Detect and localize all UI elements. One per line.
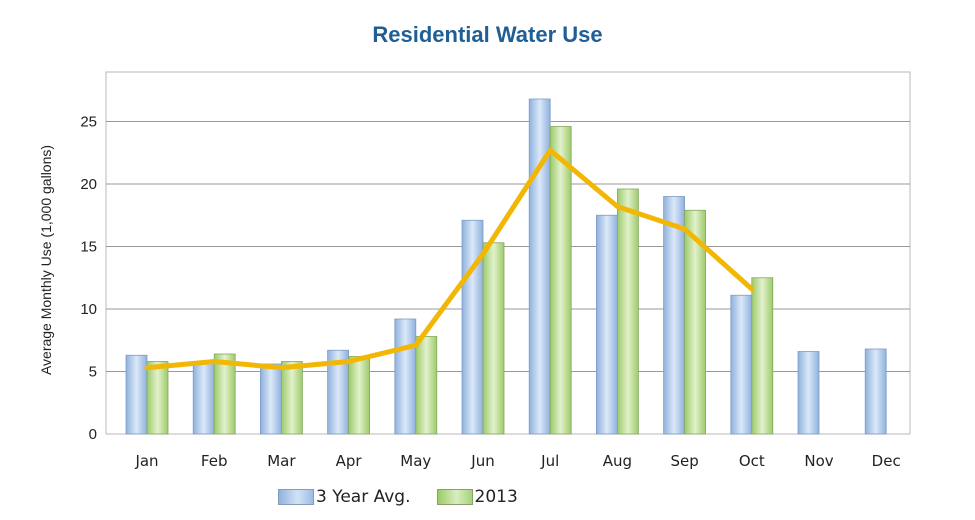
x-tick-label-nov: Nov: [804, 452, 833, 470]
bar-3yr-dec: [864, 348, 887, 435]
legend-label-3-year-avg: 3 Year Avg.: [316, 487, 411, 507]
x-tick-label-sep: Sep: [670, 452, 698, 470]
x-tick-label-jul: Jul: [540, 452, 559, 470]
y-tick-label-5: 5: [89, 364, 97, 381]
x-tick-label-mar: Mar: [267, 452, 296, 470]
y-tick-label-10: 10: [80, 301, 97, 318]
legend-swatch-3-year-avg: [278, 489, 314, 505]
legend-swatch-2013: [436, 489, 473, 505]
plot-area: [105, 71, 911, 435]
bar-3yr-nov: [797, 351, 820, 435]
x-tick-label-jun: Jun: [470, 452, 494, 470]
bar-2013-aug: [617, 188, 639, 435]
legend-item-2013: 2013: [436, 487, 518, 507]
bar-3yr-aug: [596, 214, 618, 435]
y-tick-label-0: 0: [89, 426, 97, 443]
bar-3yr-feb: [192, 361, 215, 435]
bar-3yr-mar: [259, 363, 282, 435]
bar-2013-feb: [213, 353, 236, 435]
y-tick-label-25: 25: [80, 114, 97, 131]
bar-3yr-may: [394, 318, 417, 435]
bar-2013-may: [415, 336, 438, 435]
x-tick-label-jan: Jan: [134, 452, 158, 470]
bar-2013-mar: [280, 361, 303, 435]
bar-3yr-sep: [663, 196, 685, 435]
bar-2013-sep: [684, 209, 706, 435]
bar-2013-apr: [348, 356, 371, 435]
legend-label-2013: 2013: [474, 487, 518, 507]
bar-3yr-jul: [528, 98, 551, 435]
x-tick-label-feb: Feb: [201, 452, 228, 470]
x-tick-label-may: May: [400, 452, 431, 470]
legend: 3 Year Avg. 2013: [278, 487, 518, 507]
bar-2013-jan: [146, 361, 169, 435]
chart-title: Residential Water Use: [372, 22, 603, 47]
bar-3yr-oct: [730, 294, 753, 435]
bar-2013-jul: [549, 126, 572, 435]
x-tick-label-apr: Apr: [336, 452, 363, 470]
bar-2013-jun: [482, 242, 505, 435]
x-tick-label-aug: Aug: [603, 452, 632, 470]
bar-2013-oct: [751, 277, 774, 435]
x-tick-labels: Jan Feb Mar Apr May Jun Jul Aug Sep Oct Nov Dec: [134, 452, 900, 470]
x-tick-label-oct: Oct: [739, 452, 765, 470]
bars: [125, 98, 887, 435]
bar-3yr-jan: [125, 354, 148, 435]
y-tick-labels: 0 5 10 15 20 25: [80, 114, 97, 444]
legend-item-3-year-avg: 3 Year Avg.: [278, 487, 411, 507]
x-tick-label-dec: Dec: [872, 452, 901, 470]
y-tick-label-15: 15: [80, 239, 97, 256]
bar-3yr-jun: [461, 219, 484, 435]
trend-line-layer: [144, 147, 755, 371]
y-tick-label-20: 20: [80, 176, 97, 193]
trend-line: [144, 147, 755, 371]
gridlines: [106, 121, 910, 372]
